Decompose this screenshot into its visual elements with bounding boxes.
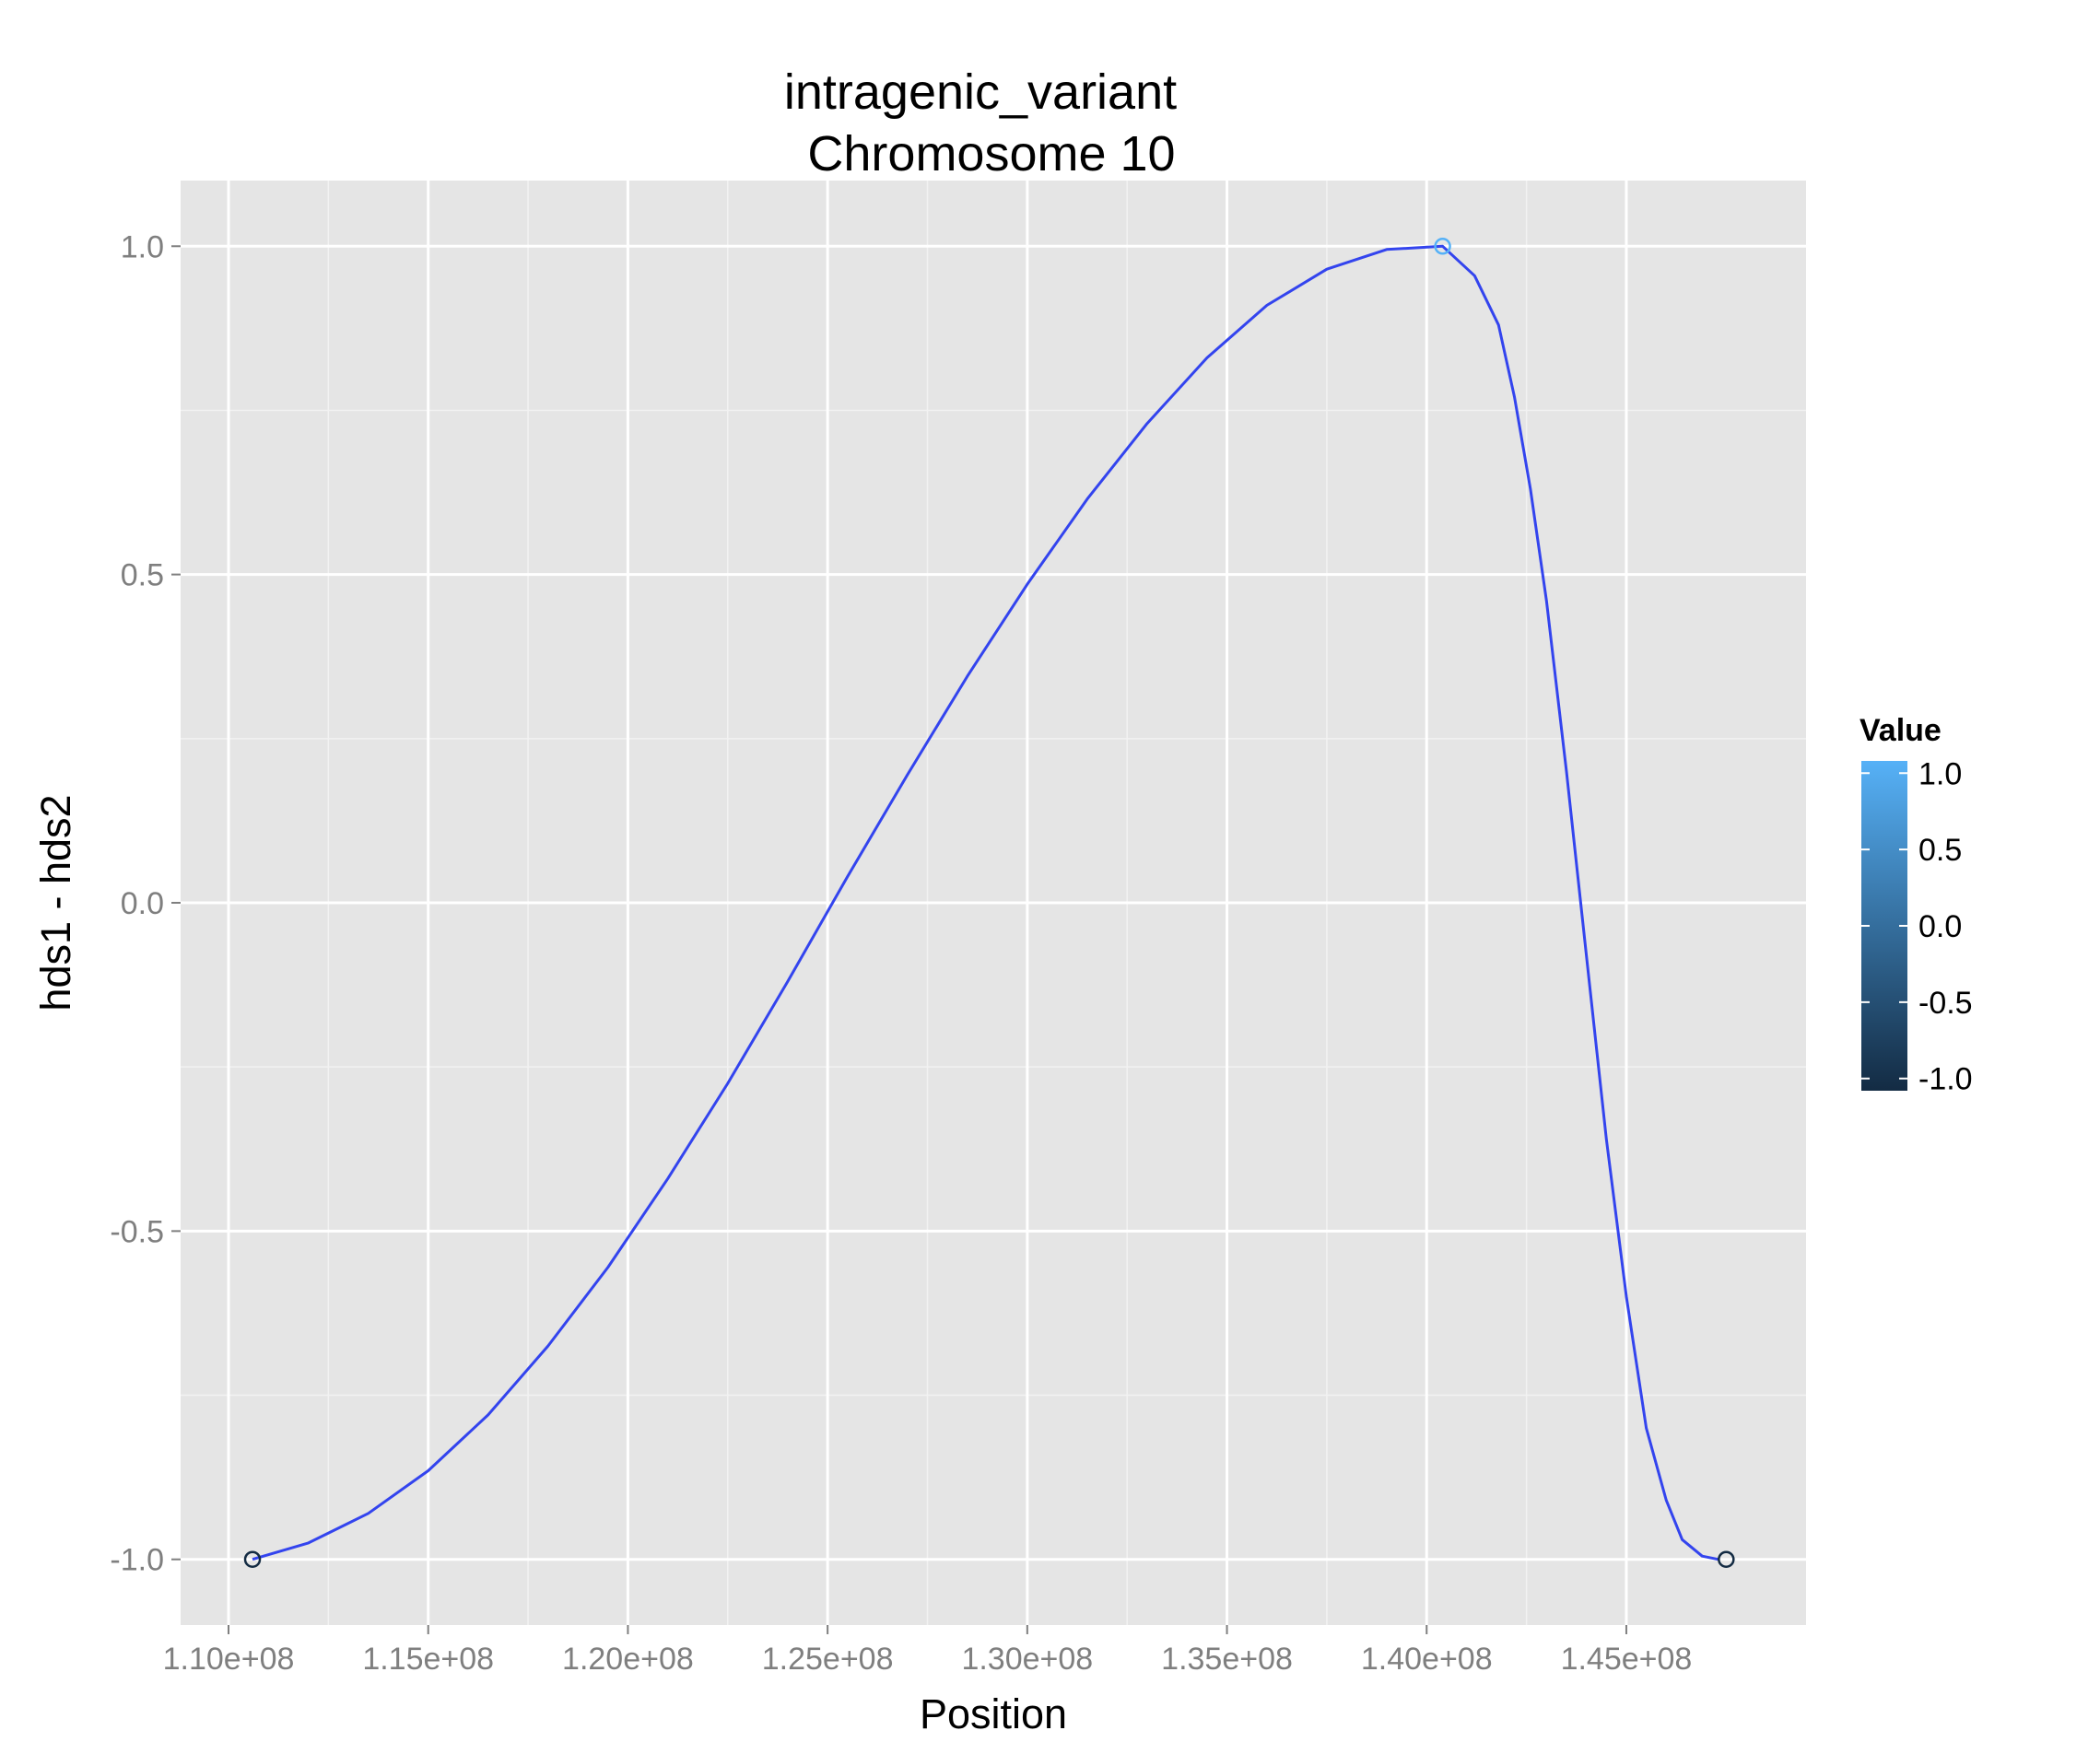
series-lines [252, 244, 1719, 1561]
y-tick-label: 0.0 [121, 886, 164, 921]
legend-label: 0.5 [1918, 833, 1962, 868]
series-line [252, 244, 1719, 1561]
legend-label: 1.0 [1918, 756, 1962, 791]
x-tick-label: 1.40e+08 [1361, 1642, 1493, 1677]
color-legend: Value 1.0 0.5 0.0 -0.5 -1.0 [1859, 713, 1973, 1097]
x-axis-title: Position [920, 1690, 1067, 1737]
major-gridlines [181, 181, 1806, 1625]
y-axis-ticks: -1.0 -0.5 0.0 0.5 1.0 [110, 229, 181, 1578]
y-axis-title: hds1 - hds2 [32, 794, 79, 1011]
data-points [243, 238, 1735, 1568]
x-tick-label: 1.45e+08 [1561, 1642, 1693, 1677]
x-tick-label: 1.10e+08 [163, 1642, 295, 1677]
x-tick-label: 1.20e+08 [562, 1642, 694, 1677]
x-tick-label: 1.30e+08 [961, 1642, 1093, 1677]
legend-label: 0.0 [1918, 909, 1962, 944]
x-tick-label: 1.25e+08 [762, 1642, 894, 1677]
legend-ticks: 1.0 0.5 0.0 -0.5 -1.0 [1861, 756, 1973, 1097]
data-point [1718, 1550, 1735, 1568]
y-tick-label: 1.0 [121, 229, 164, 264]
legend-title: Value [1859, 713, 1942, 748]
x-tick-label: 1.15e+08 [362, 1642, 494, 1677]
y-tick-label: -0.5 [110, 1214, 164, 1249]
data-point [1434, 238, 1451, 255]
legend-label: -0.5 [1918, 986, 1973, 1021]
data-point [243, 1550, 262, 1568]
y-tick-label: -1.0 [110, 1543, 164, 1578]
chart-title: intragenic_variant [784, 64, 1177, 120]
legend-label: -1.0 [1918, 1062, 1973, 1097]
x-tick-label: 1.35e+08 [1161, 1642, 1293, 1677]
x-axis-ticks: 1.10e+08 1.15e+08 1.20e+08 1.25e+08 1.30e+08… [163, 1625, 1693, 1677]
y-tick-label: 0.5 [121, 558, 164, 593]
chart-subtitle: Chromosome 10 [807, 126, 1175, 181]
